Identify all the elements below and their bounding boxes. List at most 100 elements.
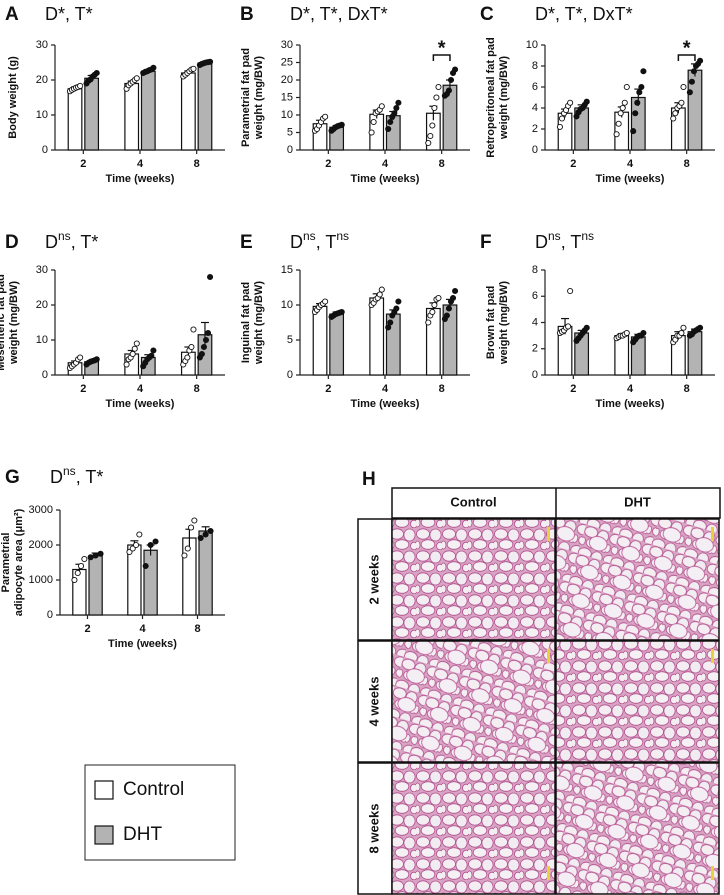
data-point	[152, 538, 159, 545]
data-point	[71, 576, 78, 584]
data-point	[567, 99, 574, 106]
data-point	[452, 66, 459, 73]
x-tick-label: 4	[137, 383, 144, 395]
bar	[127, 544, 142, 616]
data-point	[617, 110, 624, 117]
data-point	[435, 294, 442, 302]
y-tick-label: 8	[532, 60, 538, 72]
y-tick-label: 0	[47, 609, 53, 621]
x-axis-label: Time (weeks)	[596, 398, 665, 410]
x-tick-label: 8	[194, 383, 200, 395]
chart-title: Dns, T*	[50, 464, 103, 487]
data-point	[378, 103, 385, 110]
x-tick-label: 8	[439, 383, 445, 395]
y-tick-label: 4	[532, 102, 538, 114]
x-tick-label: 8	[194, 158, 200, 170]
y-tick-label: 0	[532, 369, 538, 381]
panel-letter: F	[480, 232, 492, 253]
data-point	[184, 545, 191, 552]
y-tick-label: 0	[42, 369, 48, 381]
chart-title: Dns, T*	[45, 229, 98, 252]
data-point	[623, 83, 630, 91]
bar	[140, 70, 156, 151]
data-point	[188, 343, 195, 351]
panel-letter: H	[362, 469, 376, 490]
data-point	[207, 527, 214, 535]
legend: Control DHT	[84, 764, 236, 861]
y-tick-label: 10	[36, 334, 48, 346]
bar	[84, 77, 100, 151]
row-label-box	[357, 518, 393, 641]
data-point	[184, 354, 191, 361]
data-point	[445, 87, 452, 94]
data-point	[133, 75, 140, 82]
data-point	[670, 115, 677, 122]
data-point	[187, 524, 195, 531]
data-point	[429, 122, 436, 129]
x-tick-label: 2	[325, 158, 331, 170]
bar	[143, 549, 158, 616]
data-point	[680, 83, 687, 91]
data-point	[697, 324, 704, 331]
data-point	[690, 68, 697, 75]
x-axis-label: Time (weeks)	[106, 398, 175, 410]
data-point	[638, 83, 645, 91]
y-tick-label: 5	[287, 126, 293, 138]
data-point	[445, 305, 452, 312]
y-tick-label: 10	[526, 39, 538, 51]
data-point	[150, 64, 157, 71]
x-tick-label: 8	[684, 383, 690, 395]
y-tick-label: 25	[281, 56, 293, 68]
data-point	[133, 340, 140, 347]
x-tick-label: 2	[84, 623, 90, 635]
data-point	[200, 343, 207, 351]
y-tick-label: 6	[532, 290, 538, 302]
histology-image	[555, 762, 720, 895]
data-point	[198, 350, 205, 358]
bar	[88, 554, 103, 616]
y-tick-label: 3000	[29, 504, 53, 516]
x-tick-label: 8	[684, 158, 690, 170]
data-point	[190, 65, 197, 72]
y-tick-label: 2	[532, 343, 538, 355]
scale-bar	[547, 527, 550, 541]
data-point	[688, 78, 695, 85]
data-point	[634, 99, 641, 106]
data-point	[391, 110, 398, 117]
title-part: D*, T*, DxT*	[535, 4, 633, 24]
row-label: 4 weeks	[366, 677, 381, 727]
title-part: ns	[63, 464, 76, 478]
y-axis-label: Parametrial	[0, 533, 12, 593]
y-tick-label: 0	[287, 369, 293, 381]
data-point	[338, 121, 345, 128]
title-part: ns	[336, 229, 349, 243]
chart-title: D*, T*, DxT*	[290, 4, 388, 24]
y-tick-label: 30	[36, 264, 48, 276]
title-part: ns	[303, 229, 316, 243]
data-point	[636, 89, 643, 96]
data-point	[93, 69, 100, 77]
y-tick-label: 30	[281, 39, 293, 51]
data-point	[632, 110, 639, 117]
x-axis-label: Time (weeks)	[351, 173, 420, 185]
y-tick-label: 15	[281, 91, 293, 103]
legend-label: DHT	[123, 824, 162, 845]
histology-image	[391, 762, 556, 895]
data-point	[697, 57, 704, 64]
y-tick-label: 5	[287, 334, 293, 346]
y-tick-label: 1000	[29, 574, 53, 586]
row-label: 2 weeks	[366, 555, 381, 605]
x-tick-label: 4	[382, 158, 389, 170]
data-point	[202, 531, 209, 538]
data-point	[567, 287, 574, 295]
data-point	[619, 104, 626, 112]
x-tick-label: 8	[194, 623, 200, 635]
data-point	[202, 336, 210, 344]
data-point	[191, 517, 198, 524]
x-tick-label: 4	[139, 623, 146, 635]
data-point	[395, 99, 402, 106]
column-header: DHT	[624, 494, 651, 509]
x-tick-label: 2	[570, 383, 576, 395]
data-point	[672, 110, 679, 117]
